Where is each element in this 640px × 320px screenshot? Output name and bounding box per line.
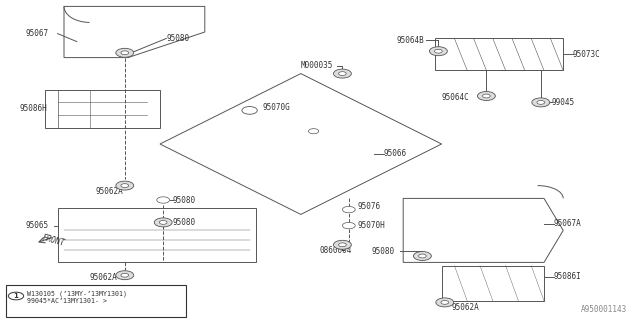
Circle shape <box>532 98 550 107</box>
Text: 99045*AC’13MY1301- >: 99045*AC’13MY1301- > <box>27 298 107 304</box>
Text: W130105 (’13MY-’13MY1301): W130105 (’13MY-’13MY1301) <box>27 290 127 297</box>
Text: 95076: 95076 <box>357 202 380 211</box>
Text: 95062A: 95062A <box>96 188 124 196</box>
Circle shape <box>477 92 495 100</box>
FancyBboxPatch shape <box>6 285 186 317</box>
Circle shape <box>116 271 134 280</box>
Circle shape <box>159 220 167 224</box>
Circle shape <box>157 197 170 203</box>
Circle shape <box>333 69 351 78</box>
Text: 1: 1 <box>13 293 19 299</box>
Circle shape <box>242 107 257 114</box>
Circle shape <box>166 297 173 301</box>
Text: 95062A: 95062A <box>90 273 117 282</box>
Circle shape <box>483 94 490 98</box>
Circle shape <box>121 273 129 277</box>
Text: 95067: 95067 <box>26 29 49 38</box>
Text: 95070G: 95070G <box>262 103 290 112</box>
Circle shape <box>342 222 355 229</box>
Circle shape <box>441 300 449 304</box>
Text: 0860004: 0860004 <box>320 246 353 255</box>
Text: 95067A: 95067A <box>554 220 581 228</box>
Text: 95086H: 95086H <box>19 104 47 113</box>
Circle shape <box>161 295 179 304</box>
Text: 95064C: 95064C <box>442 93 469 102</box>
Circle shape <box>429 47 447 56</box>
Circle shape <box>308 129 319 134</box>
Circle shape <box>121 51 129 55</box>
Circle shape <box>342 206 355 213</box>
Circle shape <box>339 72 346 76</box>
Text: M000035: M000035 <box>301 61 333 70</box>
Text: 95066: 95066 <box>384 149 407 158</box>
Text: A950001143: A950001143 <box>581 305 627 314</box>
Circle shape <box>121 184 129 188</box>
Circle shape <box>537 100 545 104</box>
Circle shape <box>116 181 134 190</box>
Text: 95080: 95080 <box>371 247 394 256</box>
Text: 99045: 99045 <box>552 98 575 107</box>
Circle shape <box>116 48 134 57</box>
Circle shape <box>8 292 24 300</box>
Text: 95070H: 95070H <box>357 221 385 230</box>
Circle shape <box>436 298 454 307</box>
Text: 95062: 95062 <box>141 301 164 310</box>
Circle shape <box>333 240 351 249</box>
Circle shape <box>154 218 172 227</box>
Text: 95065: 95065 <box>26 221 49 230</box>
Text: 95086I: 95086I <box>554 272 581 281</box>
Text: 95080: 95080 <box>173 218 196 227</box>
Circle shape <box>339 243 346 247</box>
Text: 95064B: 95064B <box>397 36 424 44</box>
Text: FRONT: FRONT <box>42 234 67 248</box>
Text: 95080: 95080 <box>173 196 196 204</box>
Circle shape <box>419 254 426 258</box>
Text: 95073C: 95073C <box>573 50 600 59</box>
Text: 95080: 95080 <box>166 34 189 43</box>
Circle shape <box>435 49 442 53</box>
Text: 95062A: 95062A <box>451 303 479 312</box>
Circle shape <box>413 252 431 260</box>
